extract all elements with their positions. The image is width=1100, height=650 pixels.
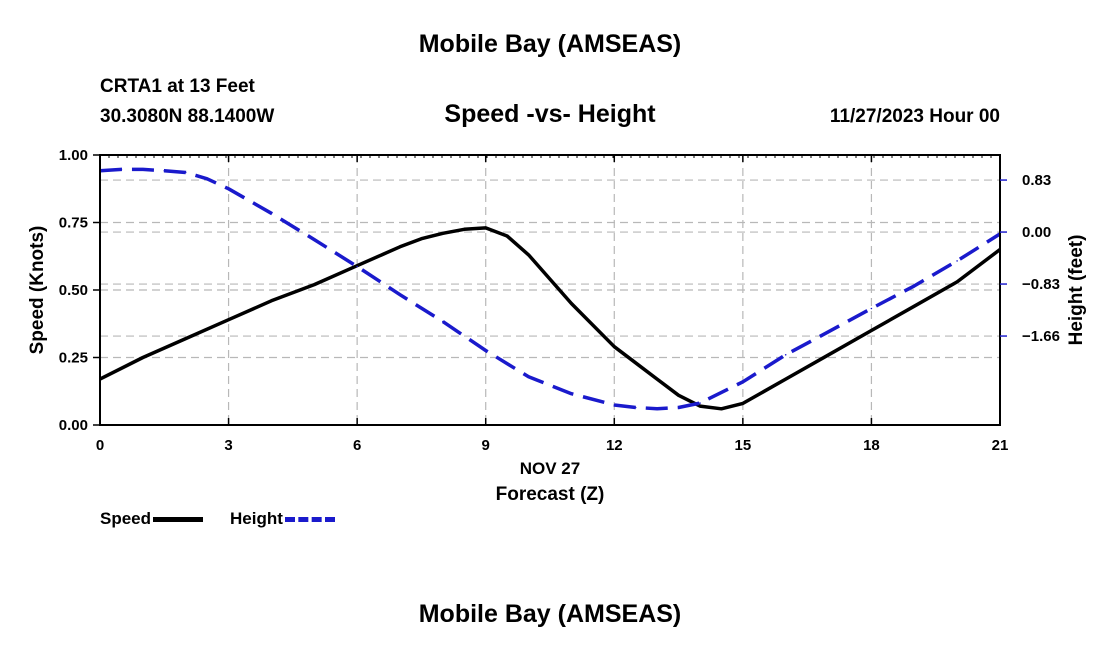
data-point-height xyxy=(163,169,166,172)
legend-speed-swatch xyxy=(153,516,204,522)
y-right-tick-label: 0.00 xyxy=(1022,224,1051,241)
data-point-speed xyxy=(677,394,680,397)
data-point-height xyxy=(206,178,208,180)
data-point-speed xyxy=(742,402,744,405)
main-title: Mobile Bay (AMSEAS) xyxy=(418,30,682,58)
y-left-tick-label: 0.00 xyxy=(59,417,88,434)
x-axis-date-label: NOV 27 xyxy=(520,459,580,478)
x-tick-label: 12 xyxy=(606,437,623,454)
data-point-height xyxy=(527,376,530,378)
data-point-height xyxy=(870,307,873,310)
data-point-speed xyxy=(827,354,830,356)
data-point-height xyxy=(570,392,573,395)
chart-subtitle: Speed -vs- Height xyxy=(444,100,656,128)
data-point-speed xyxy=(184,337,187,340)
data-point-height xyxy=(484,349,487,352)
coordinates-label: 30.3080N 88.1400W xyxy=(100,106,275,127)
data-point-height xyxy=(442,320,444,323)
data-point-height xyxy=(270,212,273,215)
data-point-speed xyxy=(506,235,508,237)
data-point-speed xyxy=(656,378,658,380)
x-tick-label: 3 xyxy=(224,437,232,454)
footer-title: Mobile Bay (AMSEAS) xyxy=(418,600,682,628)
data-point-speed xyxy=(142,356,144,359)
forecast-datetime: 11/27/2023 Hour 00 xyxy=(829,106,1000,127)
data-point-height xyxy=(656,407,658,410)
axes-layer: 0 3 6 9 12 15 18 21 0.00 0.25 0.50 0.75 1.00 0.83 0.00… xyxy=(59,147,1060,454)
data-point-speed xyxy=(699,405,701,407)
data-point-speed xyxy=(720,408,723,410)
data-point-height xyxy=(913,285,916,287)
data-point-speed xyxy=(613,345,616,348)
data-point-height xyxy=(399,293,401,296)
data-point-speed xyxy=(913,305,916,308)
data-point-speed xyxy=(870,329,873,332)
station-label: CRTA1 at 13 Feet xyxy=(100,76,255,97)
grid-layer xyxy=(99,155,1001,425)
data-point-speed xyxy=(784,378,787,380)
data-point-height xyxy=(613,404,616,406)
data-point-height xyxy=(120,168,123,171)
data-point-speed xyxy=(527,254,530,256)
x-axis-label: Forecast (Z) xyxy=(496,484,605,505)
y-right-tick-label: −1.66 xyxy=(1022,328,1060,345)
legend-speed: Speed xyxy=(100,509,204,529)
y-left-tick-label: 0.75 xyxy=(59,215,88,232)
y-left-tick-label: 0.25 xyxy=(59,350,88,367)
data-point-speed xyxy=(399,246,401,248)
series-line-speed xyxy=(99,226,1002,411)
data-point-height xyxy=(142,168,144,171)
x-tick-label: 15 xyxy=(735,437,752,454)
data-point-height xyxy=(699,402,701,404)
data-point-speed xyxy=(313,283,316,286)
x-tick-label: 18 xyxy=(863,437,880,454)
legend-height-label: Height xyxy=(230,509,283,528)
data-point-height xyxy=(227,188,230,190)
y-right-tick-label: −0.83 xyxy=(1022,276,1060,293)
data-point-height xyxy=(827,330,830,333)
data-point-height xyxy=(634,406,637,409)
data-point-height xyxy=(677,406,680,409)
x-tick-label: 6 xyxy=(353,437,361,454)
data-point-speed xyxy=(463,228,466,231)
legend-speed-label: Speed xyxy=(100,509,152,528)
data-point-height xyxy=(956,260,958,262)
x-tick-label: 0 xyxy=(96,437,104,454)
data-point-height xyxy=(184,171,187,174)
y-right-tick-label: 0.83 xyxy=(1022,172,1051,189)
y-axis-left-label: Speed (Knots) xyxy=(27,226,48,355)
series-layer xyxy=(99,167,1002,411)
data-point-speed xyxy=(270,300,273,302)
legend-height-swatch xyxy=(284,516,335,522)
y-left-tick-label: 0.50 xyxy=(59,282,88,299)
legend-height: Height xyxy=(230,509,335,529)
x-tick-label: 21 xyxy=(992,437,1009,454)
y-axis-right-label: Height (feet) xyxy=(1066,235,1087,346)
x-tick-label: 9 xyxy=(482,437,490,454)
data-point-speed xyxy=(442,232,444,235)
data-point-height xyxy=(784,354,787,356)
series-line-height xyxy=(99,167,1001,411)
data-point-height xyxy=(313,238,316,241)
data-point-height xyxy=(356,265,358,268)
data-point-speed xyxy=(956,281,958,283)
data-point-speed xyxy=(420,237,423,240)
data-point-speed xyxy=(570,302,573,305)
data-point-speed xyxy=(227,318,230,321)
data-point-speed xyxy=(484,227,487,229)
data-point-height xyxy=(742,381,744,383)
y-left-tick-label: 1.00 xyxy=(59,147,88,164)
